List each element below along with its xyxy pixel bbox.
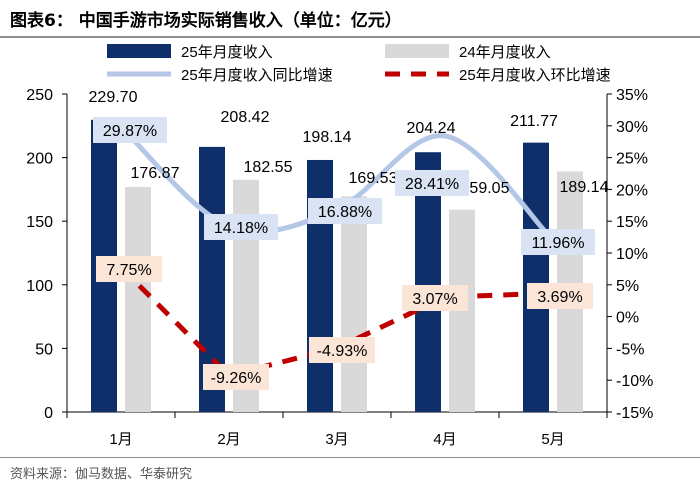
y-right-tick-label: 35% xyxy=(616,87,648,104)
source-divider xyxy=(0,457,700,458)
bar-25-revenue xyxy=(523,142,549,413)
chart-legend: 25年月度收入 24年月度收入 25年月度收入同比增速 25年月度收入环比增速 xyxy=(107,44,611,84)
y-right-tick-label: 25% xyxy=(616,151,648,168)
title-divider xyxy=(0,36,700,38)
bar-25-value-label: 208.42 xyxy=(221,109,270,126)
y-right-tick-label: -5% xyxy=(616,341,644,358)
y-right-tick-label: 5% xyxy=(616,278,639,295)
legend-label-mom: 25年月度收入环比增速 xyxy=(459,67,611,84)
y-right-tick-label: -15% xyxy=(616,405,653,422)
y-right-tick-label: -10% xyxy=(616,373,653,390)
x-tick-label: 5月 xyxy=(541,431,564,448)
bar-25-revenue xyxy=(307,159,333,412)
bar-24-value-label: 189.14 xyxy=(560,179,609,196)
bar-24-revenue xyxy=(125,187,151,412)
yoy-value-label: 28.41% xyxy=(405,176,459,193)
y-left-tick-label: 250 xyxy=(26,87,53,104)
bar-24-value-label: 182.55 xyxy=(244,159,293,176)
yoy-value-label-box xyxy=(204,214,278,240)
yoy-value-label-box xyxy=(93,117,167,143)
legend-label-24-revenue: 24年月度收入 xyxy=(459,44,551,61)
mom-value-label-box xyxy=(527,283,593,309)
mom-value-label-box xyxy=(402,285,468,311)
chart-axes: 0 50 100 150 200 250 -15% -10% -5% 0% 5% 10% 15% 20% 2… xyxy=(26,87,653,448)
data-label-layer: 229.70 176.87 208.42 182.55 198.14 169.53 204.… xyxy=(89,89,609,390)
mom-value-label: 3.07% xyxy=(412,291,457,308)
bar-layer xyxy=(91,119,583,413)
y-left-tick-label: 100 xyxy=(26,278,53,295)
legend-label-yoy: 25年月度收入同比增速 xyxy=(181,67,333,84)
mom-value-label: 7.75% xyxy=(106,262,151,279)
yoy-value-label-box xyxy=(395,170,469,196)
x-tick-label: 4月 xyxy=(433,431,456,448)
y-left-tick-label: 200 xyxy=(26,151,53,168)
yoy-value-label: 16.88% xyxy=(318,204,372,221)
yoy-value-label: 11.96% xyxy=(531,235,584,252)
revenue-chart: 25年月度收入 24年月度收入 25年月度收入同比增速 25年月度收入环比增速 0 50… xyxy=(26,44,653,448)
legend-swatch-25-revenue xyxy=(107,44,171,58)
yoy-value-label: 29.87% xyxy=(103,123,157,140)
mom-value-label: -9.26% xyxy=(211,370,262,387)
source-note: 资料来源：伽马数据、华泰研究 xyxy=(10,467,193,482)
y-left-tick-label: 50 xyxy=(35,341,53,358)
y-right-tick-label: 15% xyxy=(616,214,648,231)
y-right-tick-label: 10% xyxy=(616,246,648,263)
x-tick-label: 2月 xyxy=(217,431,240,448)
y-left-tick-label: 150 xyxy=(26,214,53,231)
x-tick-label: 1月 xyxy=(109,431,132,448)
y-left-tick-label: 0 xyxy=(44,405,53,422)
bar-25-value-label: 198.14 xyxy=(303,129,352,146)
mom-value-label: -4.93% xyxy=(317,343,368,360)
y-right-tick-label: 30% xyxy=(616,119,648,136)
bar-24-value-label: 159.05 xyxy=(461,180,510,197)
yoy-value-label-box xyxy=(521,229,595,255)
mom-value-label-box xyxy=(96,256,162,282)
y-right-tick-label: 0% xyxy=(616,310,639,327)
x-tick-label: 3月 xyxy=(325,431,348,448)
mom-value-label: 3.69% xyxy=(537,289,582,306)
yoy-value-label-box xyxy=(308,198,382,224)
mom-value-label-box xyxy=(309,337,375,363)
y-right-tick-label: 20% xyxy=(616,182,648,199)
figure-title: 图表6： 中国手游市场实际销售收入（单位：亿元） xyxy=(10,11,402,31)
bar-25-value-label: 211.77 xyxy=(510,113,558,130)
yoy-value-label: 14.18% xyxy=(214,220,268,237)
bar-24-value-label: 169.53 xyxy=(349,170,398,187)
bar-25-value-label: 229.70 xyxy=(89,89,138,106)
bar-25-value-label: 204.24 xyxy=(407,120,456,137)
mom-value-label-box xyxy=(203,364,269,390)
legend-swatch-24-revenue xyxy=(385,44,449,58)
bar-24-revenue xyxy=(341,196,367,412)
bar-24-value-label: 176.87 xyxy=(131,165,180,182)
legend-label-25-revenue: 25年月度收入 xyxy=(181,44,273,61)
